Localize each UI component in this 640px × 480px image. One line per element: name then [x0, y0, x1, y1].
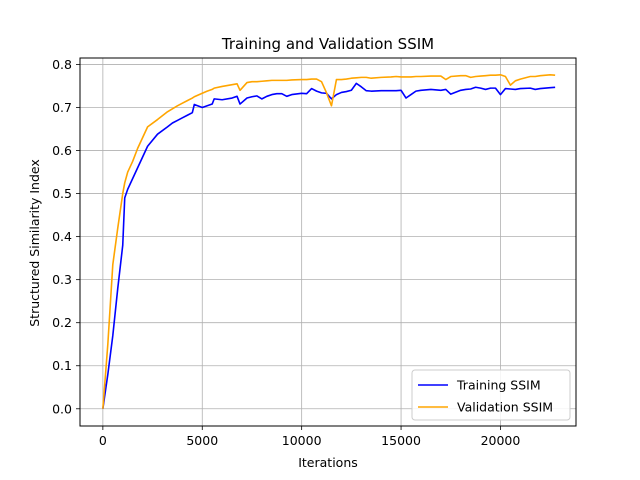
plot-frame — [79, 57, 577, 427]
x-tick-label: 10000 — [282, 433, 322, 448]
series-lines — [102, 73, 556, 409]
grid — [80, 58, 576, 426]
x-tick-label: 20000 — [481, 433, 521, 448]
y-axis-label: Structured Similarity Index — [27, 159, 42, 327]
ticks: 0 5000 10000 15000 20000 0.0 0.1 0.2 0.3 0.4 0.5 0.… — [52, 57, 520, 448]
x-tick-label: 5000 — [186, 433, 218, 448]
y-tick-label: 0.1 — [52, 358, 72, 373]
validation-ssim-line — [102, 73, 556, 409]
x-axis-label: Iterations — [298, 455, 358, 470]
y-tick-label: 0.8 — [52, 57, 72, 72]
legend: Training SSIM Validation SSIM — [411, 369, 571, 421]
chart-title: Training and Validation SSIM — [221, 35, 434, 53]
y-tick-label: 0.4 — [52, 229, 72, 244]
legend-label-validation: Validation SSIM — [457, 400, 553, 415]
y-tick-label: 0.6 — [52, 143, 72, 158]
y-tick-label: 0.7 — [52, 100, 72, 115]
x-tick-label: 0 — [99, 433, 107, 448]
y-tick-label: 0.3 — [52, 272, 72, 287]
training-ssim-line — [102, 82, 556, 409]
legend-box — [411, 369, 571, 421]
legend-label-training: Training SSIM — [456, 378, 541, 393]
y-tick-label: 0.2 — [52, 315, 72, 330]
y-tick-label: 0.5 — [52, 186, 72, 201]
y-tick-label: 0.0 — [52, 401, 72, 416]
x-tick-label: 15000 — [381, 433, 421, 448]
